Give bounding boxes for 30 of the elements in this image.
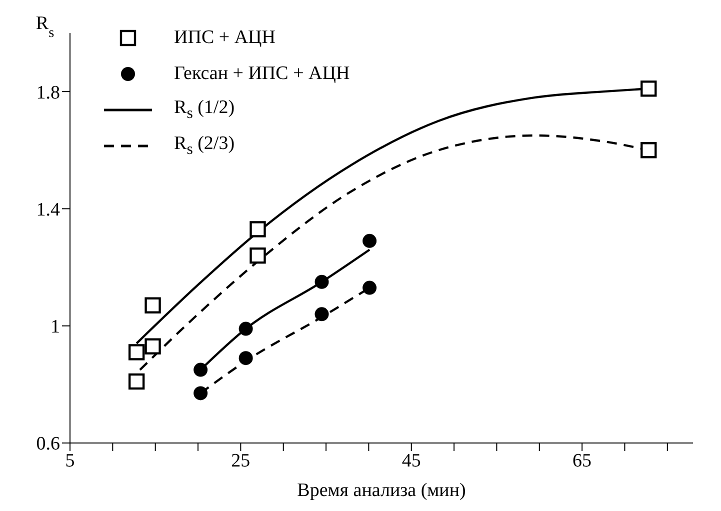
point <box>362 234 377 248</box>
y-tick-label: 1.4 <box>36 199 60 220</box>
x-tick-label: 5 <box>65 450 75 472</box>
x-axis-title: Время анализа (мин) <box>297 480 466 501</box>
legend-label: ИПС + АЦН <box>174 27 276 49</box>
point <box>128 344 145 360</box>
x-tick-label: 25 <box>231 450 250 472</box>
point <box>362 280 377 295</box>
point <box>194 362 208 377</box>
legend-label: Гексан + ИПС + АЦН <box>174 63 350 85</box>
point <box>238 322 253 336</box>
y-axis-title: R$_{s}$ <box>36 13 55 41</box>
point <box>250 221 266 238</box>
point <box>194 386 208 400</box>
point <box>640 142 657 158</box>
x-tick-label: 65 <box>572 450 592 472</box>
legend-label: R$_{s}$ (1/2) <box>174 97 235 123</box>
point <box>238 351 253 366</box>
point <box>144 338 161 354</box>
legend-label: R$_{s}$ (2/3) <box>174 133 235 159</box>
point <box>314 307 329 322</box>
point <box>144 297 161 314</box>
point <box>314 274 329 289</box>
point <box>128 373 145 390</box>
x-tick-label: 45 <box>402 450 421 472</box>
y-tick-label: 1 <box>50 316 60 338</box>
y-tick-label: 1.8 <box>36 82 60 104</box>
point <box>640 80 657 97</box>
y-tick-label: 0.6 <box>36 434 60 455</box>
point <box>250 247 266 264</box>
